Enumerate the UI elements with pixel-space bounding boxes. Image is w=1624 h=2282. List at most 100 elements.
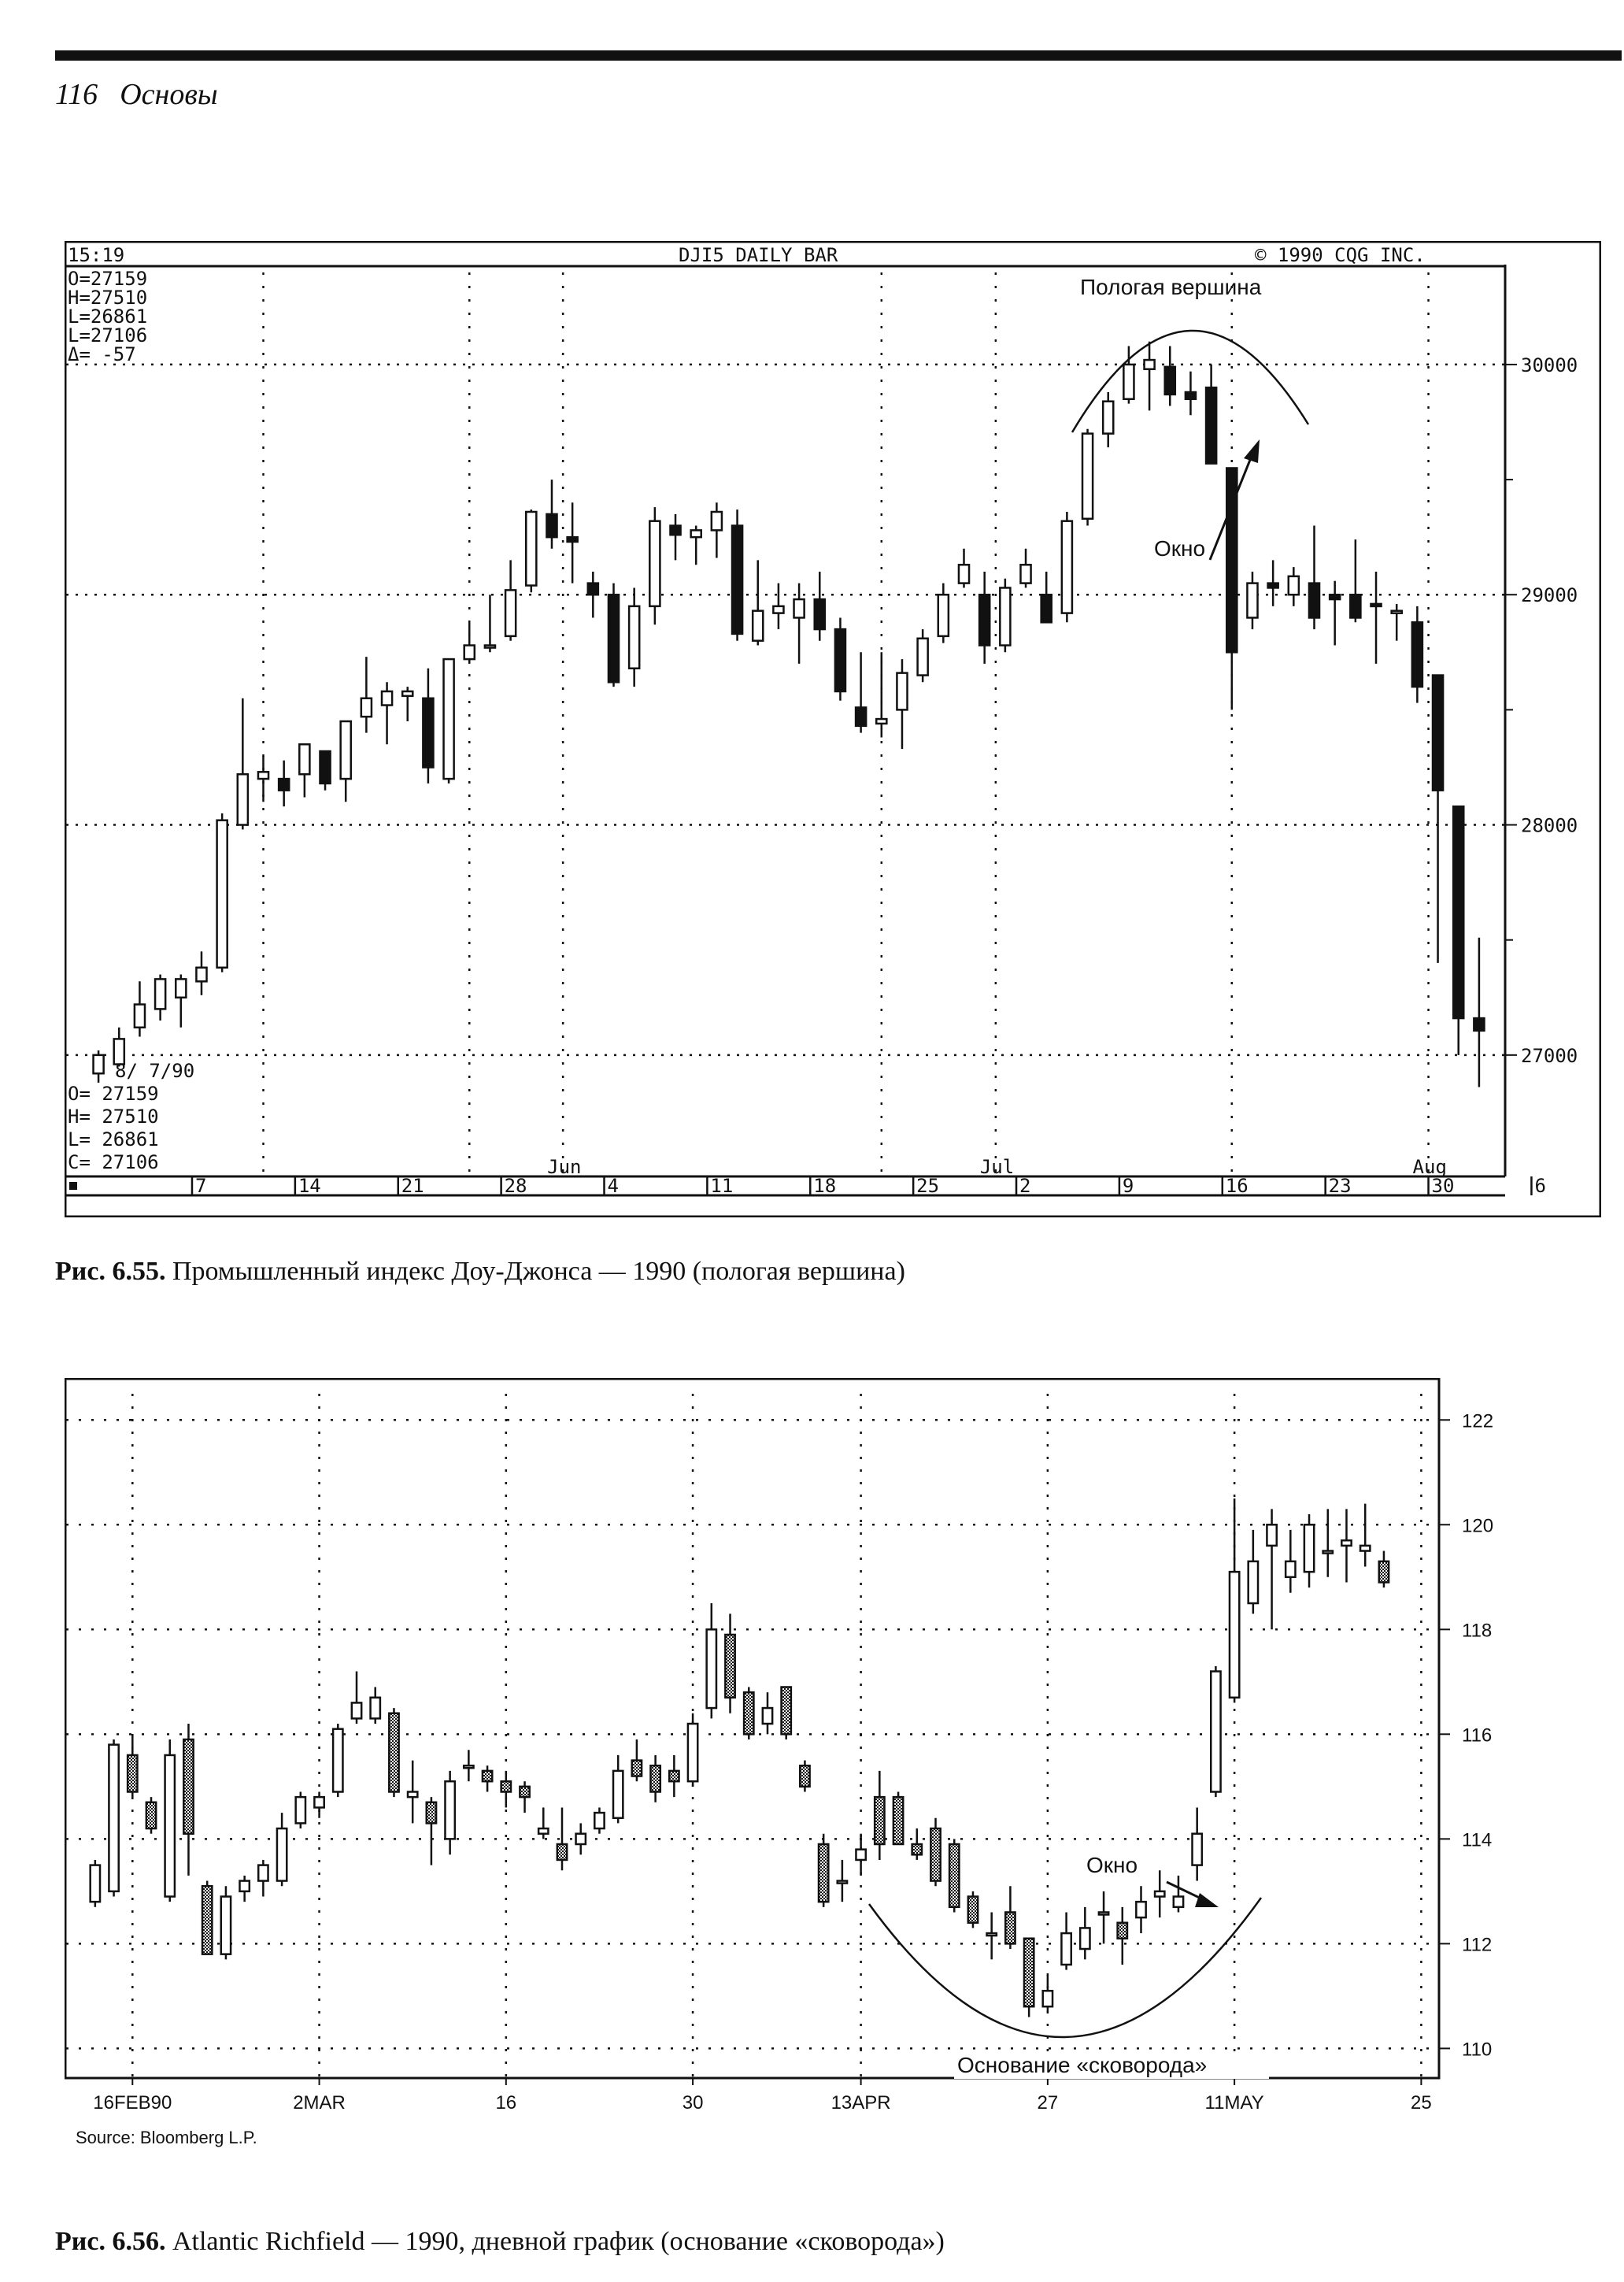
candle bbox=[937, 583, 950, 643]
candle bbox=[1023, 1937, 1035, 2017]
candle bbox=[1228, 1498, 1241, 1703]
candle-body bbox=[1287, 575, 1300, 596]
candle-body bbox=[360, 697, 373, 718]
candle bbox=[298, 743, 311, 798]
candle-body bbox=[612, 1769, 624, 1819]
candle-body bbox=[1228, 1570, 1241, 1699]
candle-body bbox=[986, 1932, 998, 1937]
candle bbox=[780, 1686, 793, 1739]
candle bbox=[406, 1760, 419, 1824]
candle-body bbox=[999, 587, 1012, 646]
candle bbox=[239, 1875, 251, 1902]
candle-body bbox=[817, 1843, 830, 1903]
figure2-caption-label: Рис. 6.56. bbox=[55, 2227, 166, 2256]
gap-arrow bbox=[1208, 451, 1255, 561]
candle-body bbox=[892, 1795, 904, 1846]
candle-body bbox=[834, 628, 847, 693]
candle bbox=[133, 981, 146, 1037]
candle-body bbox=[873, 1795, 886, 1846]
page-number: 116 bbox=[55, 78, 98, 111]
candle-body bbox=[195, 966, 208, 983]
candle-body bbox=[1328, 593, 1341, 601]
candle bbox=[113, 1027, 126, 1067]
candle-body bbox=[742, 1691, 755, 1736]
candle bbox=[1041, 1975, 1054, 2012]
ohlc-bottom-line: O= 27159 bbox=[68, 1083, 159, 1105]
candle bbox=[957, 548, 971, 588]
candle-body bbox=[1452, 805, 1465, 1020]
candle-body bbox=[175, 978, 187, 999]
candle-body bbox=[1078, 1927, 1091, 1950]
candle-body bbox=[145, 1801, 157, 1830]
candle-body bbox=[1411, 621, 1424, 688]
gap-arrow-head bbox=[1244, 439, 1260, 463]
candle bbox=[183, 1724, 194, 1876]
x-tick-label: 25 bbox=[1411, 2092, 1432, 2113]
section-title: Основы bbox=[120, 78, 218, 111]
candle-body bbox=[669, 524, 682, 536]
candle-body bbox=[1341, 1539, 1352, 1547]
y-tick-label: 27000 bbox=[1521, 1045, 1578, 1067]
x-tick-label: 21 bbox=[401, 1175, 424, 1197]
candle bbox=[556, 1807, 568, 1871]
candle bbox=[948, 1839, 960, 1913]
x-month-label: Jun bbox=[547, 1156, 581, 1178]
candle-body bbox=[164, 1754, 176, 1898]
candle-body bbox=[257, 771, 270, 780]
candle-body bbox=[627, 605, 641, 670]
y-tick-label: 116 bbox=[1462, 1724, 1492, 1746]
candle bbox=[586, 572, 600, 618]
candle bbox=[360, 657, 373, 733]
candle bbox=[1411, 606, 1424, 703]
candle-body bbox=[1284, 1560, 1297, 1579]
candle bbox=[175, 974, 187, 1028]
header-rule bbox=[55, 50, 1622, 61]
candle-body bbox=[1135, 1900, 1147, 1919]
candle-body bbox=[1041, 1989, 1054, 2008]
candle bbox=[892, 1791, 904, 1846]
candle-body bbox=[649, 520, 661, 608]
candle bbox=[276, 1813, 288, 1887]
candle-body bbox=[444, 1780, 457, 1840]
x-tick-label: 18 bbox=[813, 1175, 836, 1197]
candle bbox=[686, 1713, 699, 1787]
candle-body bbox=[481, 1769, 494, 1783]
candle-body bbox=[257, 1864, 269, 1882]
candle bbox=[294, 1791, 307, 1829]
y-tick-label: 29000 bbox=[1521, 584, 1578, 606]
candle bbox=[761, 1692, 774, 1735]
candle bbox=[813, 572, 827, 641]
candle bbox=[1204, 364, 1218, 465]
candle bbox=[916, 629, 929, 683]
candle-body bbox=[1123, 363, 1135, 401]
candle-body bbox=[761, 1706, 774, 1725]
candle bbox=[724, 1613, 736, 1713]
chart-copyright: © 1990 CQG INC. bbox=[1255, 244, 1426, 266]
candle-body bbox=[948, 1843, 960, 1909]
annotation-gap-1: Окно bbox=[1154, 536, 1205, 561]
candle-body bbox=[875, 717, 888, 725]
candle-body bbox=[1101, 400, 1115, 435]
x-tick-label: 16 bbox=[1226, 1175, 1249, 1197]
candle bbox=[1101, 392, 1115, 448]
candle bbox=[1060, 512, 1074, 623]
candle-body bbox=[1322, 1550, 1334, 1554]
candle bbox=[896, 659, 908, 750]
candle bbox=[834, 617, 847, 701]
candle bbox=[631, 1739, 643, 1782]
gap-arrow-2 bbox=[1166, 1880, 1205, 1902]
candle-body bbox=[422, 697, 435, 769]
candle bbox=[649, 1754, 662, 1802]
candle bbox=[986, 1912, 998, 1960]
chart-title: DJI5 DAILY BAR bbox=[679, 244, 838, 266]
candle bbox=[1341, 1509, 1352, 1583]
candle bbox=[668, 1754, 680, 1798]
candle-body bbox=[1184, 391, 1197, 401]
candle-body bbox=[298, 743, 311, 776]
figure-arco-chart: 16FEB90 2MAR 16 30 13APR 27 11MAY 25 110 112 114 1… bbox=[65, 1378, 1493, 2147]
y-tick-label: 28000 bbox=[1521, 815, 1578, 837]
candle bbox=[627, 587, 641, 687]
candle-body bbox=[546, 513, 558, 539]
candle-body bbox=[1060, 1932, 1073, 1966]
x-tick-label: 6 bbox=[1534, 1175, 1545, 1197]
